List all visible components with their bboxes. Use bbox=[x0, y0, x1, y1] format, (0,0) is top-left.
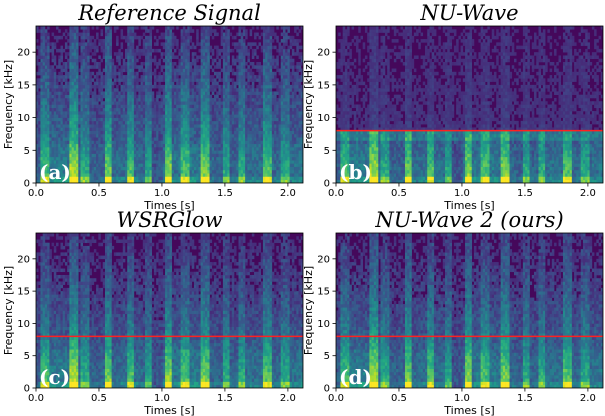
x-tick-label: 2.0 bbox=[580, 393, 596, 404]
y-axis-label: Frequency [kHz] bbox=[302, 266, 315, 355]
x-tick-label: 0.0 bbox=[328, 393, 344, 404]
y-axis-label: Frequency [kHz] bbox=[302, 60, 315, 149]
y-tick-label: 0 bbox=[324, 384, 330, 395]
plot-frame bbox=[35, 232, 304, 389]
panel-label: (a) bbox=[39, 160, 71, 184]
y-tick-label: 10 bbox=[17, 113, 30, 124]
x-tick-label: 0.5 bbox=[91, 393, 107, 404]
panel-title: Reference Signal bbox=[77, 1, 261, 25]
spectrogram-heatmap bbox=[36, 233, 303, 388]
x-tick-label: 1.5 bbox=[217, 393, 233, 404]
spectrogram-heatmap bbox=[336, 233, 603, 388]
x-tick-label: 1.5 bbox=[517, 188, 533, 199]
y-tick-label: 5 bbox=[24, 351, 30, 362]
panel-label: (b) bbox=[339, 160, 372, 184]
x-tick-label: 2.0 bbox=[280, 393, 296, 404]
spectrogram-heatmap bbox=[336, 26, 603, 183]
y-tick-label: 20 bbox=[17, 254, 30, 265]
spectrogram-panel-1: 0.0 0.5 1.0 1.5 2.0 0 5 10 15 20 Times [s] Frequenc… bbox=[2, 1, 304, 212]
plot-frame bbox=[335, 232, 604, 389]
x-tick-label: 1.0 bbox=[154, 393, 170, 404]
x-tick-label: 0.0 bbox=[28, 188, 44, 199]
panel-title: NU-Wave bbox=[419, 1, 518, 25]
x-axis-label: Times [s] bbox=[143, 404, 194, 416]
x-tick-label: 0.5 bbox=[391, 393, 407, 404]
y-axis-label: Frequency [kHz] bbox=[2, 60, 15, 149]
spectrogram-panel-4: 0.0 0.5 1.0 1.5 2.0 0 5 10 15 20 Times [s] Frequenc… bbox=[302, 208, 604, 416]
y-tick-label: 15 bbox=[317, 287, 330, 298]
spectrogram-panel-3: 0.0 0.5 1.0 1.5 2.0 0 5 10 15 20 Times [s] Frequenc… bbox=[2, 208, 304, 416]
x-axis-label: Times [s] bbox=[443, 199, 494, 212]
x-tick-label: 1.5 bbox=[517, 393, 533, 404]
x-tick-label: 2.0 bbox=[580, 188, 596, 199]
plot-frame bbox=[335, 25, 604, 184]
spectrogram-heatmap bbox=[36, 26, 303, 183]
x-tick-label: 1.0 bbox=[454, 188, 470, 199]
x-tick-label: 2.0 bbox=[280, 188, 296, 199]
y-tick-label: 15 bbox=[17, 80, 30, 91]
y-tick-label: 20 bbox=[17, 48, 30, 59]
y-tick-label: 0 bbox=[24, 384, 30, 395]
y-tick-label: 20 bbox=[317, 254, 330, 265]
x-tick-label: 0.0 bbox=[328, 188, 344, 199]
y-axis-label: Frequency [kHz] bbox=[2, 266, 15, 355]
panel-title: NU-Wave 2 (ours) bbox=[374, 208, 563, 232]
y-tick-label: 0 bbox=[24, 179, 30, 190]
x-tick-label: 0.5 bbox=[91, 188, 107, 199]
x-tick-label: 0.5 bbox=[391, 188, 407, 199]
y-tick-label: 5 bbox=[324, 351, 330, 362]
y-tick-label: 10 bbox=[317, 113, 330, 124]
y-tick-label: 15 bbox=[317, 80, 330, 91]
x-tick-label: 1.5 bbox=[217, 188, 233, 199]
panel-title: WSRGlow bbox=[117, 208, 223, 232]
y-tick-label: 5 bbox=[324, 146, 330, 157]
y-tick-label: 5 bbox=[24, 146, 30, 157]
spectrogram-panel-2: 0.0 0.5 1.0 1.5 2.0 0 5 10 15 20 Times [s] Frequenc… bbox=[302, 1, 604, 212]
x-tick-label: 1.0 bbox=[154, 188, 170, 199]
y-tick-label: 10 bbox=[317, 319, 330, 330]
y-tick-label: 20 bbox=[317, 48, 330, 59]
x-tick-label: 1.0 bbox=[454, 393, 470, 404]
x-axis-label: Times [s] bbox=[443, 404, 494, 416]
y-tick-label: 0 bbox=[324, 179, 330, 190]
y-tick-label: 10 bbox=[17, 319, 30, 330]
x-tick-label: 0.0 bbox=[28, 393, 44, 404]
panel-label: (d) bbox=[339, 365, 372, 389]
x-axis-label: Times [s] bbox=[143, 199, 194, 212]
panel-label: (c) bbox=[39, 365, 70, 389]
y-tick-label: 15 bbox=[17, 287, 30, 298]
plot-frame bbox=[35, 25, 304, 184]
